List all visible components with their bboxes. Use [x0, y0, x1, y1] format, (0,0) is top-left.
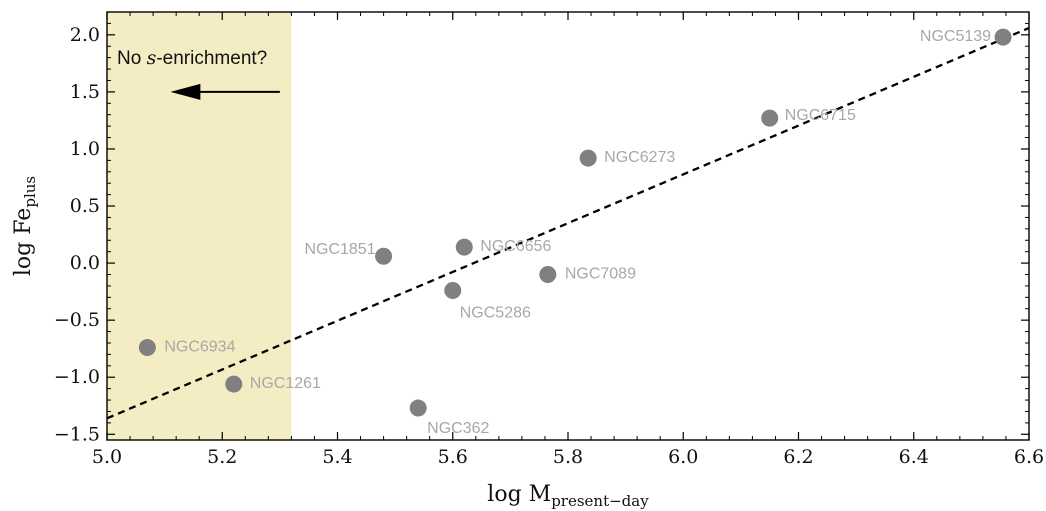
region-annotation: No s-enrichment? — [117, 47, 280, 100]
x-axis-label: log Mpresent−day — [487, 482, 649, 510]
data-point-ngc6715 — [761, 109, 779, 127]
x-axis-ticks: 5.0 5.2 5.4 5.6 5.8 6.0 6.2 6.4 6.6 — [92, 12, 1044, 468]
point-label-ngc6934: NGC6934 — [164, 339, 235, 356]
y-tick-label: 1.5 — [70, 81, 100, 103]
point-label-ngc6656: NGC6656 — [480, 238, 551, 255]
data-point-ngc7089 — [539, 266, 557, 284]
region-label: No s-enrichment? — [117, 47, 267, 69]
data-point-ngc5286 — [444, 281, 462, 299]
point-label-ngc5139: NGC5139 — [920, 28, 991, 45]
point-label-ngc5286: NGC5286 — [460, 304, 531, 321]
x-tick-label: 6.0 — [668, 446, 698, 468]
data-point-ngc5139 — [994, 28, 1012, 46]
point-label-ngc6273: NGC6273 — [604, 149, 675, 166]
left-arrow-head — [170, 83, 201, 100]
x-tick-label: 5.4 — [322, 446, 352, 468]
point-label-ngc1851: NGC1851 — [304, 241, 375, 258]
y-tick-label: −0.5 — [54, 309, 100, 331]
point-label-ngc362: NGC362 — [427, 420, 489, 437]
point-label-ngc1261: NGC1261 — [250, 375, 321, 392]
data-point-ngc6934 — [138, 339, 156, 357]
x-tick-label: 5.0 — [92, 446, 122, 468]
x-tick-label: 5.2 — [207, 446, 237, 468]
x-tick-label: 6.6 — [1014, 446, 1044, 468]
y-tick-label: −1.5 — [54, 423, 100, 445]
y-tick-label: 1.0 — [70, 138, 100, 160]
y-tick-label: −1.0 — [54, 366, 100, 388]
data-point-ngc362 — [409, 399, 427, 417]
data-point-ngc6656 — [455, 238, 473, 256]
x-tick-label: 5.6 — [438, 446, 468, 468]
y-axis-ticks: −1.5 −1.0 −0.5 0.0 0.5 1.0 1.5 2.0 — [54, 11, 1029, 445]
y-axis-label: log Feplus — [11, 176, 39, 276]
point-label-ngc7089: NGC7089 — [565, 266, 636, 283]
regression-fit-line — [107, 26, 1029, 420]
y-tick-label: 0.5 — [70, 195, 100, 217]
data-point-ngc6273 — [579, 149, 597, 167]
x-tick-label: 6.4 — [899, 446, 929, 468]
y-tick-label: 2.0 — [70, 24, 100, 46]
no-s-enrichment-region — [107, 12, 292, 440]
x-tick-label: 5.8 — [553, 446, 583, 468]
data-point-labels: NGC6934 NGC1261 NGC1851 NGC362 NGC5286 NGC665… — [164, 28, 991, 437]
y-tick-label: 0.0 — [70, 252, 100, 274]
data-point-ngc1261 — [225, 375, 243, 393]
point-label-ngc6715: NGC6715 — [785, 107, 856, 124]
data-point-ngc1851 — [375, 247, 393, 265]
x-tick-label: 6.2 — [783, 446, 813, 468]
data-points — [138, 28, 1012, 417]
